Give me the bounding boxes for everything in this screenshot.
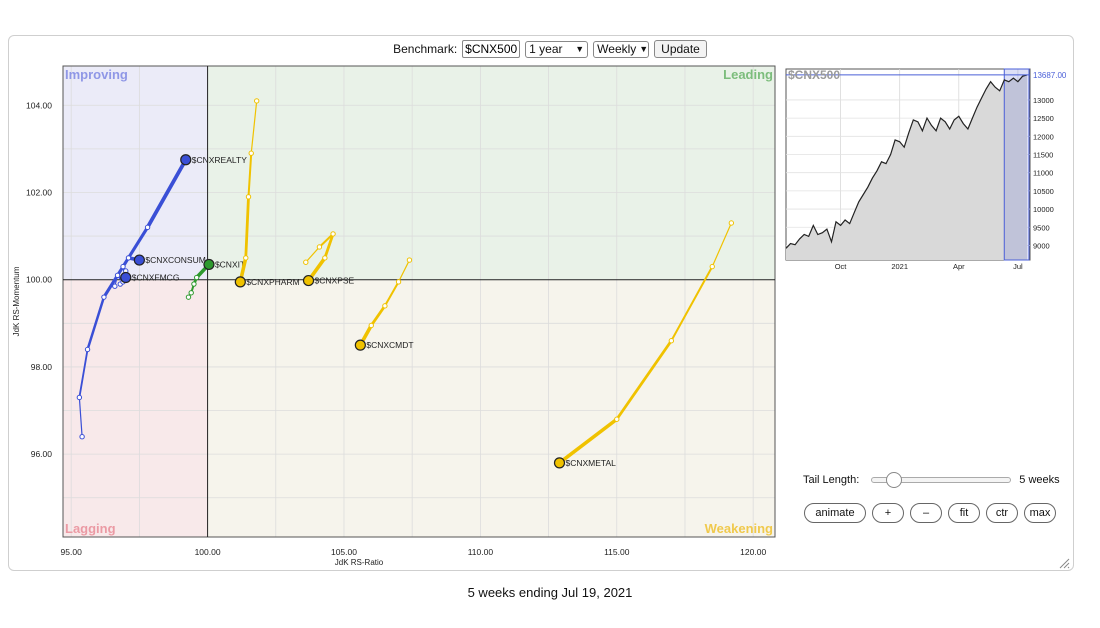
benchmark-label: Benchmark: xyxy=(393,42,458,56)
chevron-down-icon: ▼ xyxy=(639,44,649,54)
center-button[interactable]: ctr xyxy=(986,503,1018,523)
tail-length-label: Tail Length: xyxy=(803,474,860,486)
zoom-out-button[interactable]: – xyxy=(910,503,942,523)
tail-length-control: Tail Length: 5 weeks xyxy=(803,472,1063,488)
benchmark-input[interactable] xyxy=(462,40,521,58)
rrg-panel xyxy=(8,35,1074,571)
chevron-down-icon: ▼ xyxy=(575,44,585,54)
fit-button[interactable]: fit xyxy=(948,503,980,523)
frequency-select[interactable]: Weekly ▼ xyxy=(593,40,650,58)
resize-handle-icon[interactable] xyxy=(1058,556,1070,574)
frequency-select-value: Weekly xyxy=(597,42,637,56)
max-button[interactable]: max xyxy=(1024,503,1056,523)
chart-buttons: animate + – fit ctr max xyxy=(804,503,1056,523)
zoom-in-button[interactable]: + xyxy=(872,503,904,523)
update-button[interactable]: Update xyxy=(654,40,707,58)
period-select-value: 1 year xyxy=(529,42,563,56)
tail-length-slider[interactable] xyxy=(871,472,1012,488)
period-select[interactable]: 1 year ▼ xyxy=(525,40,589,58)
slider-thumb[interactable] xyxy=(885,472,902,488)
animate-button[interactable]: animate xyxy=(804,503,866,523)
controls-bar: Benchmark: 1 year ▼ Weekly ▼ Update xyxy=(0,39,1100,59)
tail-length-value: 5 weeks xyxy=(1019,474,1060,486)
chart-caption: 5 weeks ending Jul 19, 2021 xyxy=(467,585,633,600)
